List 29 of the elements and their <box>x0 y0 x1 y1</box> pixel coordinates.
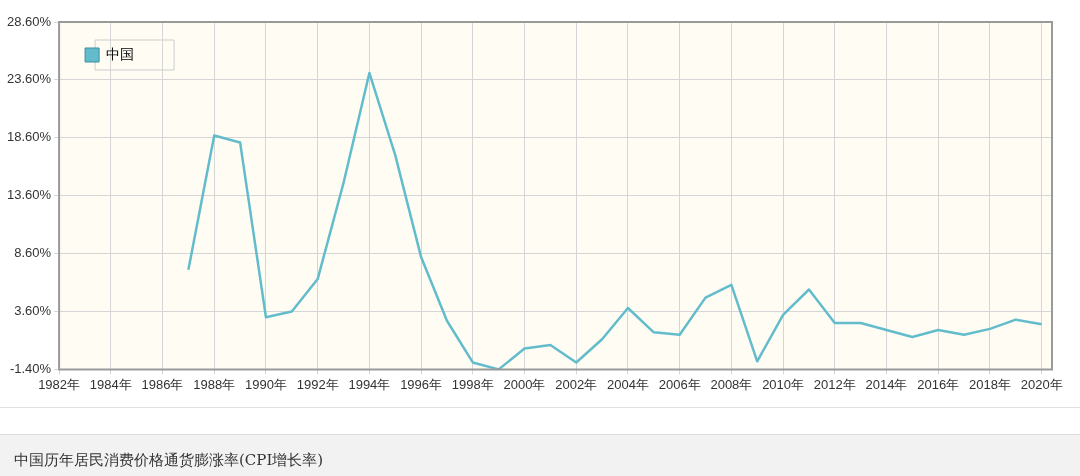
x-tick-label: 2020年 <box>1020 376 1063 392</box>
y-tick-label: -1.40% <box>9 360 52 376</box>
x-tick-label: 2000年 <box>503 376 546 392</box>
x-tick-label: 2002年 <box>555 376 598 392</box>
x-tick-label: 2018年 <box>968 376 1011 392</box>
y-tick-label: 8.60% <box>14 245 52 261</box>
x-tick-label: 2014年 <box>865 376 908 392</box>
x-tick-label: 1982年 <box>38 376 81 392</box>
x-tick-label: 2004年 <box>606 376 649 392</box>
x-tick-label: 1992年 <box>296 376 339 392</box>
x-tick-label: 1998年 <box>451 376 494 392</box>
x-tick-label: 1996年 <box>400 376 443 392</box>
x-tick-label: 1988年 <box>193 376 236 392</box>
x-tick-label: 1986年 <box>141 376 184 392</box>
x-tick-label: 2008年 <box>710 376 753 392</box>
x-tick-label: 1984年 <box>89 376 132 392</box>
legend-label: 中国 <box>106 45 135 62</box>
x-tick-label: 1994年 <box>348 376 391 392</box>
y-tick-label: 28.60% <box>7 13 52 29</box>
x-tick-label: 1990年 <box>244 376 287 392</box>
y-tick-label: 13.60% <box>7 187 52 203</box>
y-tick-label: 23.60% <box>7 71 52 87</box>
x-tick-label: 2010年 <box>762 376 805 392</box>
y-tick-label: 18.60% <box>7 129 52 145</box>
text: 中国历年居民消费价格通货膨涨率(CPI增长率) <box>0 434 1080 476</box>
x-tick-label: 2012年 <box>813 376 856 392</box>
x-tick-label: 2006年 <box>658 376 701 392</box>
y-tick-label: 3.60% <box>14 303 52 319</box>
x-tick-label: 2016年 <box>917 376 960 392</box>
